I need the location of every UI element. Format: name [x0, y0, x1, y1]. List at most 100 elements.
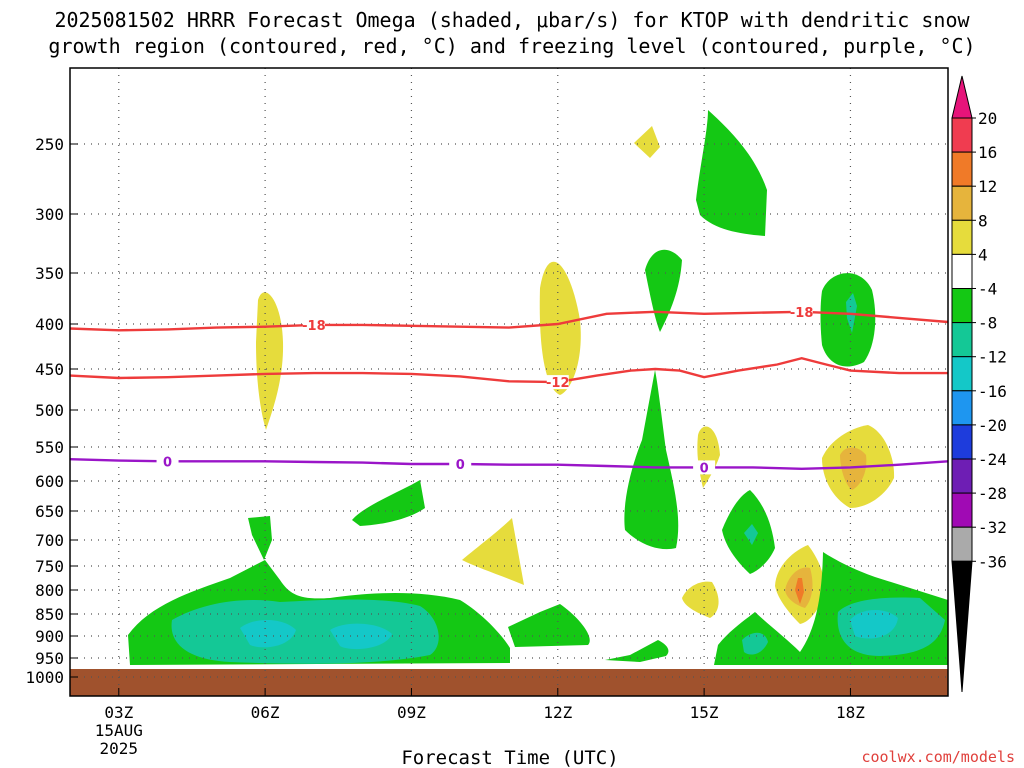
y-tick-label-450: 450	[35, 360, 64, 379]
x-tick-sublabel-1: 2025	[100, 739, 139, 758]
omega-cell-green-1	[248, 516, 272, 560]
omega-cell-green-7	[352, 480, 425, 526]
contour-label-bg-0-2	[693, 460, 716, 475]
colorbar-segment-4	[951, 253, 973, 289]
omega-cell-yellow-5	[256, 292, 284, 430]
y-tick-label-600: 600	[35, 472, 64, 491]
y-tick-label-900: 900	[35, 627, 64, 646]
y-tick-label-350: 350	[35, 264, 64, 283]
y-tick-label-800: 800	[35, 581, 64, 600]
colorbar-segment-7	[951, 356, 973, 392]
colorbar-label-11: -28	[978, 484, 1007, 503]
x-tick-label-09Z: 09Z	[397, 703, 426, 722]
contour-label-bg--18-0	[302, 317, 325, 332]
contour-label-0-0: 0	[163, 455, 172, 470]
chart-title-line-1: 2025081502 HRRR Forecast Omega (shaded, …	[54, 8, 970, 32]
contour-label-bg--12-0	[546, 375, 569, 390]
contour-label--18-1: -18	[790, 306, 814, 321]
colorbar-segment-5	[951, 288, 973, 324]
y-tick-label-1000: 1000	[25, 668, 64, 687]
omega-cell-cyan-27	[850, 609, 898, 639]
omega-cell-yellow-17	[682, 581, 719, 618]
omega-cell-yellow-14	[697, 426, 720, 488]
y-tick-label-650: 650	[35, 502, 64, 521]
colorbar-segment-3	[951, 219, 973, 255]
omega-cell-teal-28	[742, 632, 768, 655]
colorbar-segment-12	[951, 526, 973, 562]
y-tick-label-700: 700	[35, 531, 64, 550]
omega-cell-yellow-8	[462, 518, 524, 585]
colorbar-arrow-bottom	[951, 560, 973, 693]
colorbar-label-3: 8	[978, 211, 988, 230]
omega-cell-cyan-4	[330, 623, 392, 650]
omega-cell-yellow-6	[539, 261, 581, 395]
colorbar-label-6: -8	[978, 314, 997, 333]
contour-line--18	[69, 310, 949, 332]
contour-label-0-1: 0	[456, 458, 465, 473]
colorbar-label-5: -4	[978, 280, 997, 299]
omega-cell-orange-24	[840, 447, 867, 490]
colorbar-label-0: 20	[978, 109, 997, 128]
omega-shading	[70, 110, 948, 696]
y-tick-label-950: 950	[35, 649, 64, 668]
omega-cell-teal-16	[744, 524, 758, 545]
contour-line--12	[69, 356, 948, 384]
contour-label--18-0: -18	[302, 319, 326, 334]
contour-label-bg--18-1	[790, 304, 813, 319]
y-tick-label-500: 500	[35, 401, 64, 420]
contour-label-0-2: 0	[700, 461, 709, 476]
omega-colorbar: 20 16 12 8 4 -4 -8 -12 -16 -20 -24 -28 -32 -36	[951, 75, 1007, 693]
x-tick-label-06Z: 06Z	[251, 703, 280, 722]
colorbar-label-1: 16	[978, 143, 997, 162]
plot-frame	[69, 67, 949, 697]
colorbar-label-9: -20	[978, 416, 1007, 435]
colorbar-segment-8	[951, 390, 973, 426]
x-tick-label-03Z: 03Z	[104, 703, 133, 722]
omega-cell-yellow-10	[634, 126, 660, 158]
colorbar-segment-0	[951, 117, 973, 153]
credit-text: coolwx.com/models	[861, 748, 1015, 766]
colorbar-segment-10	[951, 458, 973, 494]
colorbar-segment-9	[951, 424, 973, 460]
omega-cell-green-12	[645, 249, 682, 332]
y-tick-label-300: 300	[35, 205, 64, 224]
x-tick-label-18Z: 18Z	[836, 703, 865, 722]
omega-cell-red-20	[795, 578, 804, 604]
colorbar-segment-2	[951, 185, 973, 221]
colorbar-label-7: -12	[978, 348, 1007, 367]
colorbar-segment-11	[951, 492, 973, 528]
colorbar-label-13: -36	[978, 552, 1007, 571]
y-tick-label-550: 550	[35, 438, 64, 457]
omega-cell-green-13	[624, 370, 679, 550]
colorbar-label-2: 12	[978, 177, 997, 196]
omega-cell-green-11	[696, 110, 767, 236]
y-tick-label-400: 400	[35, 315, 64, 334]
y-tick-label-850: 850	[35, 605, 64, 624]
y-tick-label-750: 750	[35, 557, 64, 576]
colorbar-label-12: -32	[978, 518, 1007, 537]
contour-line-0	[69, 458, 949, 471]
contour-label-bg-0-1	[449, 457, 472, 471]
contour-label-bg-0-0	[156, 454, 179, 469]
x-axis-label: Forecast Time (UTC)	[401, 747, 618, 768]
omega-cell-teal-2	[171, 599, 439, 664]
omega-cell-cyan-3	[240, 619, 296, 648]
colorbar-label-4: 4	[978, 245, 988, 264]
colorbar-segment-6	[951, 322, 973, 358]
omega-cell-green-9	[508, 604, 590, 647]
colorbar-label-8: -16	[978, 382, 1007, 401]
colorbar-arrow-top	[951, 75, 973, 119]
omega-cell-green-29	[605, 640, 669, 662]
colorbar-segment-1	[951, 151, 973, 187]
ground-surface	[70, 669, 948, 696]
colorbar-label-10: -24	[978, 450, 1007, 469]
temperature-contours: -18 -18 -12 0 0 0	[69, 304, 949, 476]
x-tick-label-12Z: 12Z	[543, 703, 572, 722]
x-tick-label-15Z: 15Z	[690, 703, 719, 722]
contour-label--12-0: -12	[546, 376, 570, 391]
chart-title-line-2: growth region (contoured, red, °C) and f…	[48, 34, 975, 58]
x-tick-sublabel-0: 15AUG	[95, 721, 143, 740]
plot-axes: 250 300 350 400 450 500 550 600 650 700 750 800 850 9…	[25, 67, 949, 758]
y-tick-label-250: 250	[35, 135, 64, 154]
